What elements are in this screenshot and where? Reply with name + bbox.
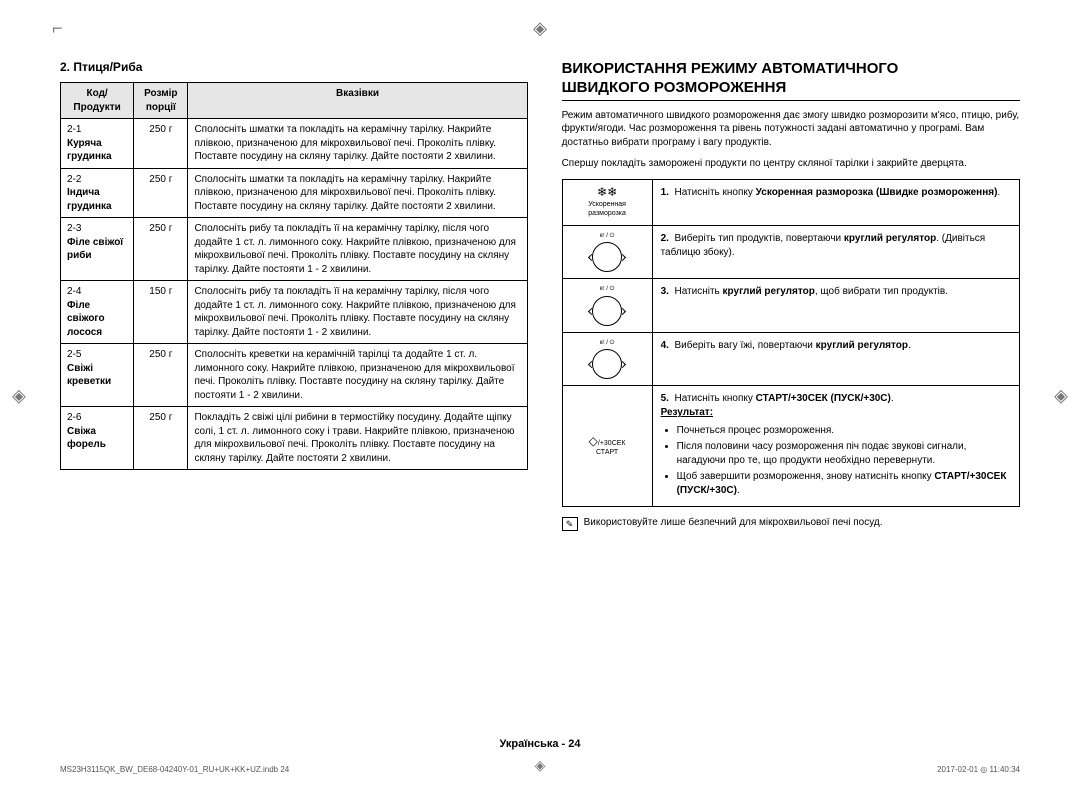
section-heading: 2. Птиця/Риба [60,60,528,74]
dial-label: кг / ⏻ [571,285,644,293]
step-icon-cell: кг / ⏻ [562,332,652,385]
intro-paragraph: Режим автоматичного швидкого розмороженн… [562,109,1020,150]
register-mark: ◈ [1054,386,1068,407]
print-timestamp: 2017-02-01 ◎ 11:40:34 [937,765,1020,774]
note-icon: ✎ [562,517,578,531]
table-row: 2-1Куряча грудинка250 гСполосніть шматки… [61,119,528,169]
portion-cell: 250 г [134,344,188,407]
defrost-icon: ❄❄ [571,186,644,198]
step-icon-cell: ◇/+30СЕКСТАРТ [562,386,652,507]
step-text-cell: 3. Натисніть круглий регулятор, щоб вибр… [652,279,1019,332]
dial-icon [592,349,622,379]
table-row: 2-5Свіжі креветки250 гСполосніть креветк… [61,344,528,407]
table-row: 2-4Філе свіжого лосося150 гСполосніть ри… [61,281,528,344]
instruction-cell: Сполосніть шматки та покладіть на керамі… [188,119,527,169]
icon-label: Ускоренная разморозка [571,200,644,220]
code-cell: 2-5Свіжі креветки [61,344,134,407]
instruction-cell: Сполосніть рибу та покладіть її на керам… [188,218,527,281]
step-icon-cell: ❄❄ Ускоренная разморозка [562,179,652,226]
portion-cell: 250 г [134,218,188,281]
instruction-cell: Сполосніть креветки на керамічній тарілц… [188,344,527,407]
portion-cell: 250 г [134,168,188,218]
step-row: ❄❄ Ускоренная разморозка 1. Натисніть кноп… [562,179,1019,226]
portion-cell: 150 г [134,281,188,344]
right-column: ВИКОРИСТАННЯ РЕЖИМУ АВТОМАТИЧНОГО ШВИДКО… [562,60,1020,740]
step-row: кг / ⏻ 3. Натисніть круглий регулятор, що… [562,279,1019,332]
bullet-item: Щоб завершити розмороження, знову натисн… [677,470,1011,498]
register-mark: ◈ [535,757,546,774]
step-icon-cell: кг / ⏻ [562,226,652,279]
print-file: MS23H3115QK_BW_DE68-04240Y-01_RU+UK+KK+U… [60,765,289,774]
crop-mark: ⌐ [52,18,63,39]
page-footer: Українська - 24 [0,738,1080,750]
step-row: ◇/+30СЕКСТАРТ5. Натисніть кнопку СТАРТ/+… [562,386,1019,507]
heading-rule [562,100,1020,101]
page-content: 2. Птиця/Риба Код/ПродуктиРозмір порціїВ… [60,60,1020,740]
step-row: кг / ⏻ 2. Виберіть тип продуктів, поверта… [562,226,1019,279]
step-text-cell: 2. Виберіть тип продуктів, повертаючи кр… [652,226,1019,279]
dial-icon [592,296,622,326]
table-row: 2-3Філе свіжої риби250 гСполосніть рибу … [61,218,528,281]
table-header: Розмір порції [134,83,188,119]
intro-paragraph-2: Спершу покладіть заморожені продукти по … [562,157,1020,171]
step-icon-cell: кг / ⏻ [562,279,652,332]
code-cell: 2-2Індича грудинка [61,168,134,218]
heading-line1: ВИКОРИСТАННЯ РЕЖИМУ АВТОМАТИЧНОГО [562,60,899,77]
start-icon: ◇/+30СЕК [571,435,644,447]
register-mark: ◈ [12,386,26,407]
dial-label: кг / ⏻ [571,232,644,240]
code-cell: 2-4Філе свіжого лосося [61,281,134,344]
steps-table: ❄❄ Ускоренная разморозка 1. Натисніть кноп… [562,179,1020,508]
instruction-cell: Покладіть 2 свіжі цілі рибини в термості… [188,407,527,470]
bullet-item: Почнеться процес розмороження. [677,424,1011,438]
step-text-cell: 5. Натисніть кнопку СТАРТ/+30СЕК (ПУСК/+… [652,386,1019,507]
left-column: 2. Птиця/Риба Код/ПродуктиРозмір порціїВ… [60,60,528,740]
food-table: Код/ПродуктиРозмір порціїВказівки 2-1Кур… [60,82,528,470]
register-mark: ◈ [533,18,547,39]
table-row: 2-2Індича грудинка250 гСполосніть шматки… [61,168,528,218]
code-cell: 2-1Куряча грудинка [61,119,134,169]
step-text-cell: 4. Виберіть вагу їжі, повертаючи круглий… [652,332,1019,385]
table-header: Вказівки [188,83,527,119]
dial-icon [592,242,622,272]
portion-cell: 250 г [134,119,188,169]
main-heading: ВИКОРИСТАННЯ РЕЖИМУ АВТОМАТИЧНОГО ШВИДКО… [562,60,1020,98]
heading-line2: ШВИДКОГО РОЗМОРОЖЕННЯ [562,79,787,96]
icon-label: СТАРТ [571,448,644,458]
step-text-cell: 1. Натисніть кнопку Ускоренная разморозк… [652,179,1019,226]
step-row: кг / ⏻ 4. Виберіть вагу їжі, повертаючи к… [562,332,1019,385]
instruction-cell: Сполосніть рибу та покладіть її на керам… [188,281,527,344]
table-header: Код/Продукти [61,83,134,119]
note-row: ✎ Використовуйте лише безпечний для мікр… [562,517,1020,531]
note-text: Використовуйте лише безпечний для мікрох… [584,517,883,528]
portion-cell: 250 г [134,407,188,470]
code-cell: 2-3Філе свіжої риби [61,218,134,281]
table-row: 2-6Свіжа форель250 гПокладіть 2 свіжі ці… [61,407,528,470]
code-cell: 2-6Свіжа форель [61,407,134,470]
bullet-item: Після половини часу розмороження піч под… [677,440,1011,468]
instruction-cell: Сполосніть шматки та покладіть на керамі… [188,168,527,218]
dial-label: кг / ⏻ [571,339,644,347]
